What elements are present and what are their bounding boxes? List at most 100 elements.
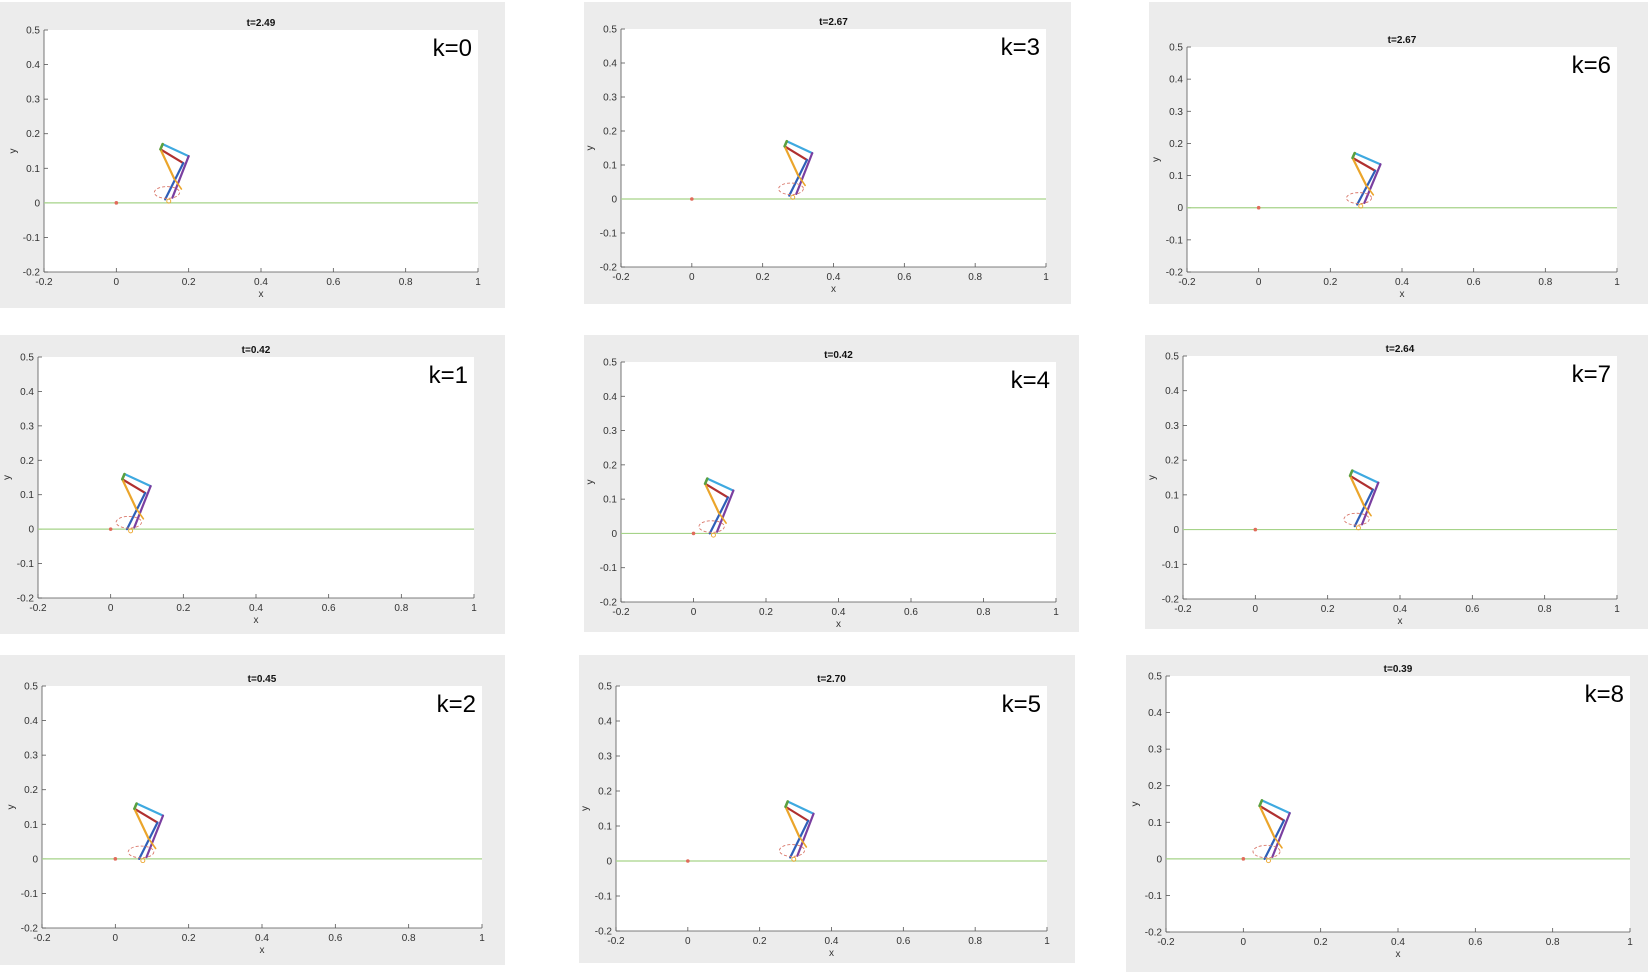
subplot-canvas: -0.2 0 0.2 0.4 0.6 0.8 1 -0.2 -0.1 0 0.1 0.2 0.3 0.4 0… xyxy=(585,350,1059,630)
y-tick-label: -0.1 xyxy=(1145,891,1163,902)
y-tick-label: 0.1 xyxy=(1148,818,1162,829)
robot-link-red xyxy=(159,148,185,165)
foot-trajectory-ellipse xyxy=(115,515,142,529)
y-tick-label: 0.1 xyxy=(26,164,40,175)
robot-link-blue xyxy=(125,491,147,531)
x-tick-label: -0.2 xyxy=(33,933,51,944)
y-tick-label: 0.5 xyxy=(20,353,34,364)
robot-link-green xyxy=(1258,799,1264,808)
x-tick-label: 0.8 xyxy=(402,933,416,944)
robot-link-green xyxy=(1348,469,1354,478)
y-tick-label: 0 xyxy=(611,195,617,206)
plot-title: t=2.70 xyxy=(817,674,846,685)
x-tick-label: 1 xyxy=(475,277,481,288)
origin-marker xyxy=(691,531,696,536)
y-tick-label: -0.2 xyxy=(1145,928,1163,939)
robot-link-blue xyxy=(789,819,810,859)
subplot-canvas: -0.2 0 0.2 0.4 0.6 0.8 1 -0.2 -0.1 0 0.1 0.2 0.3 0.4 0… xyxy=(6,674,485,956)
x-tick-label: 0 xyxy=(689,272,695,283)
robot-link-red xyxy=(784,805,810,822)
foot-point-marker xyxy=(1266,858,1271,864)
y-axis-label: y xyxy=(8,149,19,154)
y-tick-label: -0.1 xyxy=(21,889,39,900)
foot-trajectory-ellipse xyxy=(778,844,806,857)
subplot-k-label: k=7 xyxy=(1572,361,1611,388)
x-axis-label: x xyxy=(260,945,265,956)
robot-link-orange xyxy=(703,482,720,514)
y-tick-label: 0.4 xyxy=(20,387,34,398)
x-tick-label: 1 xyxy=(1614,277,1620,288)
y-tick-label: 0.5 xyxy=(1165,352,1179,363)
y-tick-label: 0.4 xyxy=(603,392,617,403)
y-tick-label: -0.1 xyxy=(1162,560,1180,571)
foot-trajectory-ellipse xyxy=(127,845,155,859)
y-tick-label: -0.1 xyxy=(600,229,618,240)
robot-link-orange xyxy=(1258,804,1276,839)
subplot-k2: -0.2 0 0.2 0.4 0.6 0.8 1 -0.2 -0.1 0 0.1 0.2 0.3 0.4 0… xyxy=(0,655,505,965)
y-tick-label: 0.2 xyxy=(603,127,617,138)
robot-link-purple xyxy=(1363,163,1382,204)
robot-link-cyan xyxy=(123,472,152,488)
y-tick-label: 0.5 xyxy=(1169,43,1183,54)
robot-link-green xyxy=(784,800,789,809)
x-tick-label: 0.2 xyxy=(182,277,196,288)
x-tick-label: 0.6 xyxy=(904,607,918,618)
plot-area xyxy=(42,686,482,928)
x-tick-label: 0.2 xyxy=(753,936,767,947)
foot-point-marker xyxy=(1358,203,1364,209)
subplot-k-label: k=2 xyxy=(437,691,476,718)
x-tick-label: 1 xyxy=(1614,604,1620,615)
robot-link-orange-lower xyxy=(1365,184,1375,196)
robot-link-orange xyxy=(1351,156,1368,187)
plot-title: t=0.42 xyxy=(242,345,271,356)
x-tick-label: -0.2 xyxy=(1178,277,1196,288)
subplot-canvas: -0.2 0 0.2 0.4 0.6 0.8 1 -0.2 -0.1 0 0.1 0.2 0.3 0.4 0… xyxy=(580,674,1050,959)
x-tick-label: 0.4 xyxy=(832,607,846,618)
x-tick-label: -0.2 xyxy=(35,277,53,288)
y-tick-label: 0.5 xyxy=(24,682,38,693)
plot-area xyxy=(621,362,1056,602)
plot-area xyxy=(621,29,1046,267)
robot-link-purple xyxy=(171,155,190,199)
y-tick-label: 0.1 xyxy=(1169,171,1183,182)
robot-link-cyan xyxy=(1260,799,1291,815)
x-tick-label: -0.2 xyxy=(612,272,630,283)
x-tick-label: 0.8 xyxy=(968,936,982,947)
subplot-k6: -0.2 0 0.2 0.4 0.6 0.8 1 -0.2 -0.1 0 0.1 0.2 0.3 0.4 0… xyxy=(1149,2,1648,304)
x-tick-label: 0.8 xyxy=(977,607,991,618)
robot-link-orange xyxy=(1348,474,1365,507)
y-tick-label: 0.1 xyxy=(20,490,34,501)
subplot-k8: -0.2 0 0.2 0.4 0.6 0.8 1 -0.2 -0.1 0 0.1 0.2 0.3 0.4 0… xyxy=(1126,655,1648,972)
subplot-k-label: k=6 xyxy=(1572,52,1611,79)
foot-point-marker xyxy=(128,528,134,534)
robot-link-red xyxy=(133,807,159,824)
y-axis-label: y xyxy=(585,146,596,151)
robot-link-green xyxy=(159,142,164,151)
x-tick-label: 0.2 xyxy=(1321,604,1335,615)
y-tick-label: 0 xyxy=(1177,203,1183,214)
x-tick-label: 0.8 xyxy=(968,272,982,283)
robot-link-green xyxy=(703,477,709,486)
plot-title: t=2.49 xyxy=(247,18,276,29)
robot-link-orange-lower xyxy=(173,177,183,190)
robot-link-blue xyxy=(708,496,730,535)
y-tick-label: 0.3 xyxy=(1169,107,1183,118)
y-tick-label: 0.3 xyxy=(26,95,40,106)
robot-link-red xyxy=(121,478,147,495)
origin-marker xyxy=(108,527,113,531)
robot-link-cyan xyxy=(161,142,190,158)
plot-area xyxy=(1183,356,1617,599)
plot-area xyxy=(1187,47,1617,272)
x-tick-label: 1 xyxy=(1043,272,1049,283)
subplot-k3: -0.2 0 0.2 0.4 0.6 0.8 1 -0.2 -0.1 0 0.1 0.2 0.3 0.4 0… xyxy=(584,2,1071,304)
x-tick-label: 0.4 xyxy=(1395,277,1409,288)
foot-point-marker xyxy=(166,198,172,204)
x-tick-label: 0.2 xyxy=(1323,277,1337,288)
plot-title: t=0.42 xyxy=(824,350,853,361)
x-tick-label: 0.2 xyxy=(182,933,196,944)
x-tick-label: 0.6 xyxy=(897,272,911,283)
y-tick-label: 0.2 xyxy=(1165,456,1179,467)
x-axis-label: x xyxy=(254,615,259,626)
robot-link-red xyxy=(703,482,730,499)
y-tick-label: 0.4 xyxy=(1165,386,1179,397)
